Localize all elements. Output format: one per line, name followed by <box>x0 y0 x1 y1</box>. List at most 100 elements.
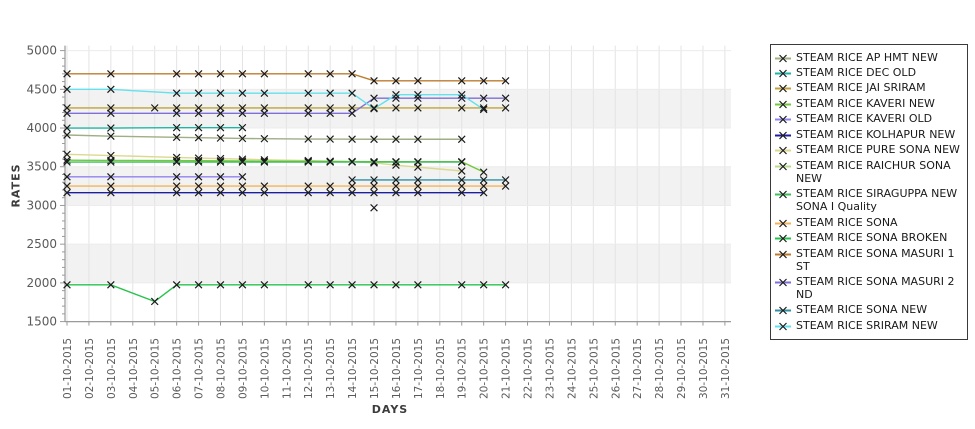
x-tick-label: 18-10-2015 <box>435 338 447 399</box>
data-point-marker <box>348 70 356 78</box>
data-point-marker <box>392 76 400 85</box>
data-point-marker <box>63 172 71 181</box>
data-point-marker <box>63 182 71 190</box>
legend-item[interactable]: STEAM RICE SONA MASURI 1ST <box>774 247 964 274</box>
data-point-marker <box>260 104 269 112</box>
data-point-marker <box>479 104 488 112</box>
data-point-marker <box>392 161 400 170</box>
legend-item[interactable]: STEAM RICE PURE SONA NEW <box>774 143 964 157</box>
data-point-marker <box>479 182 488 190</box>
data-point-marker <box>194 89 203 98</box>
data-point-marker <box>238 70 247 78</box>
data-point-marker <box>260 134 269 143</box>
legend-series-marker-icon <box>775 54 791 62</box>
x-axis-title: DAYS <box>371 403 409 416</box>
data-point-marker <box>107 109 115 118</box>
legend-item[interactable]: STEAM RICE DEC OLD <box>774 66 964 80</box>
x-tick-label: 14-10-2015 <box>347 338 359 399</box>
data-point-marker <box>457 90 466 99</box>
x-tick-label: 09-10-2015 <box>237 338 249 399</box>
data-point-marker <box>326 135 334 143</box>
data-point-marker <box>326 188 334 197</box>
legend-item-label: STEAM RICE SONA <box>796 215 898 229</box>
legend-series-marker-icon <box>775 115 791 124</box>
x-tick-label: 31-10-2015 <box>720 338 732 399</box>
legend-item[interactable]: STEAM RICE KAVERI OLD <box>774 112 964 126</box>
data-point-marker <box>414 104 422 112</box>
data-point-marker <box>194 104 203 112</box>
y-axis-title: RATES <box>9 163 23 208</box>
data-point-marker <box>370 188 378 197</box>
legend: STEAM RICE AP HMT NEW STEAM RICE DEC OLD S… <box>770 44 968 341</box>
legend-item[interactable]: STEAM RICE SONA <box>774 215 964 230</box>
data-point-marker <box>194 156 203 165</box>
legend-item-label: STEAM RICE RAICHUR SONA NEW <box>796 158 951 185</box>
data-point-marker <box>172 182 181 190</box>
data-point-marker <box>260 158 269 166</box>
data-point-marker <box>304 158 313 166</box>
legend-series-marker-icon <box>775 69 791 78</box>
x-tick-label: 16-10-2015 <box>391 338 403 399</box>
legend-series-marker-icon <box>775 322 791 331</box>
x-tick-label: 19-10-2015 <box>457 338 469 399</box>
data-point-marker <box>479 105 488 114</box>
data-point-marker <box>63 104 71 112</box>
data-point-marker <box>370 104 378 113</box>
data-point-marker <box>194 123 203 132</box>
data-point-marker <box>414 90 422 99</box>
data-point-marker <box>457 158 466 166</box>
data-point-marker <box>392 158 400 166</box>
legend-item[interactable]: STEAM RICE RAICHUR SONA NEW <box>774 158 964 186</box>
data-point-marker <box>172 123 181 132</box>
legend-item-label: STEAM RICE AP HMT NEW <box>796 50 938 64</box>
data-point-marker <box>238 280 247 289</box>
data-point-marker <box>172 104 181 112</box>
legend-series-marker-icon <box>775 162 791 171</box>
legend-item-label: STEAM RICE KOLHAPUR NEW <box>796 127 956 141</box>
data-point-marker <box>370 135 378 144</box>
y-tick-label: 5000 <box>26 44 57 58</box>
data-point-marker <box>414 176 422 184</box>
data-point-marker <box>304 109 313 118</box>
data-point-marker <box>370 158 378 166</box>
data-point-marker <box>479 280 488 289</box>
legend-item[interactable]: STEAM RICE SONA MASURI 2ND <box>774 275 964 302</box>
legend-item[interactable]: STEAM RICE JAI SRIRAM <box>774 81 964 95</box>
legend-series-marker-icon <box>775 307 791 315</box>
y-tick-label: 3500 <box>26 160 57 174</box>
data-point-marker <box>457 76 466 85</box>
data-point-marker <box>172 133 181 142</box>
data-point-marker <box>348 158 356 166</box>
data-point-marker <box>457 182 466 190</box>
x-tick-label: 28-10-2015 <box>654 338 666 399</box>
data-point-marker <box>216 123 225 132</box>
data-point-marker <box>216 172 225 181</box>
data-point-marker <box>172 188 181 197</box>
data-point-marker <box>238 104 247 112</box>
data-point-marker <box>414 76 422 85</box>
legend-item[interactable]: STEAM RICE AP HMT NEW <box>774 50 964 65</box>
legend-item-label: STEAM RICE SRIRAM NEW <box>796 318 938 332</box>
data-point-marker <box>457 104 466 112</box>
data-point-marker <box>457 188 466 197</box>
legend-item[interactable]: STEAM RICE SRIRAM NEW <box>774 318 964 333</box>
data-point-marker <box>216 182 225 190</box>
y-tick-label: 2000 <box>26 276 57 290</box>
data-point-marker <box>238 89 247 98</box>
data-point-marker <box>457 176 466 184</box>
data-point-marker <box>392 176 400 184</box>
legend-item[interactable]: STEAM RICE SONA BROKEN <box>774 231 964 245</box>
data-point-marker <box>304 135 313 143</box>
data-point-marker <box>326 280 334 289</box>
data-point-marker <box>479 176 488 184</box>
legend-item[interactable]: STEAM RICE SIRAGUPPA NEW SONA I Quality <box>774 187 964 214</box>
data-point-marker <box>348 109 356 118</box>
legend-series-marker-icon <box>775 146 791 155</box>
legend-item[interactable]: STEAM RICE KAVERI NEW <box>774 97 964 111</box>
legend-item[interactable]: STEAM RICE SONA NEW <box>774 303 964 317</box>
data-point-marker <box>107 70 115 78</box>
data-point-marker <box>63 70 71 78</box>
data-point-marker <box>457 167 466 175</box>
legend-item[interactable]: STEAM RICE KOLHAPUR NEW <box>774 127 964 142</box>
